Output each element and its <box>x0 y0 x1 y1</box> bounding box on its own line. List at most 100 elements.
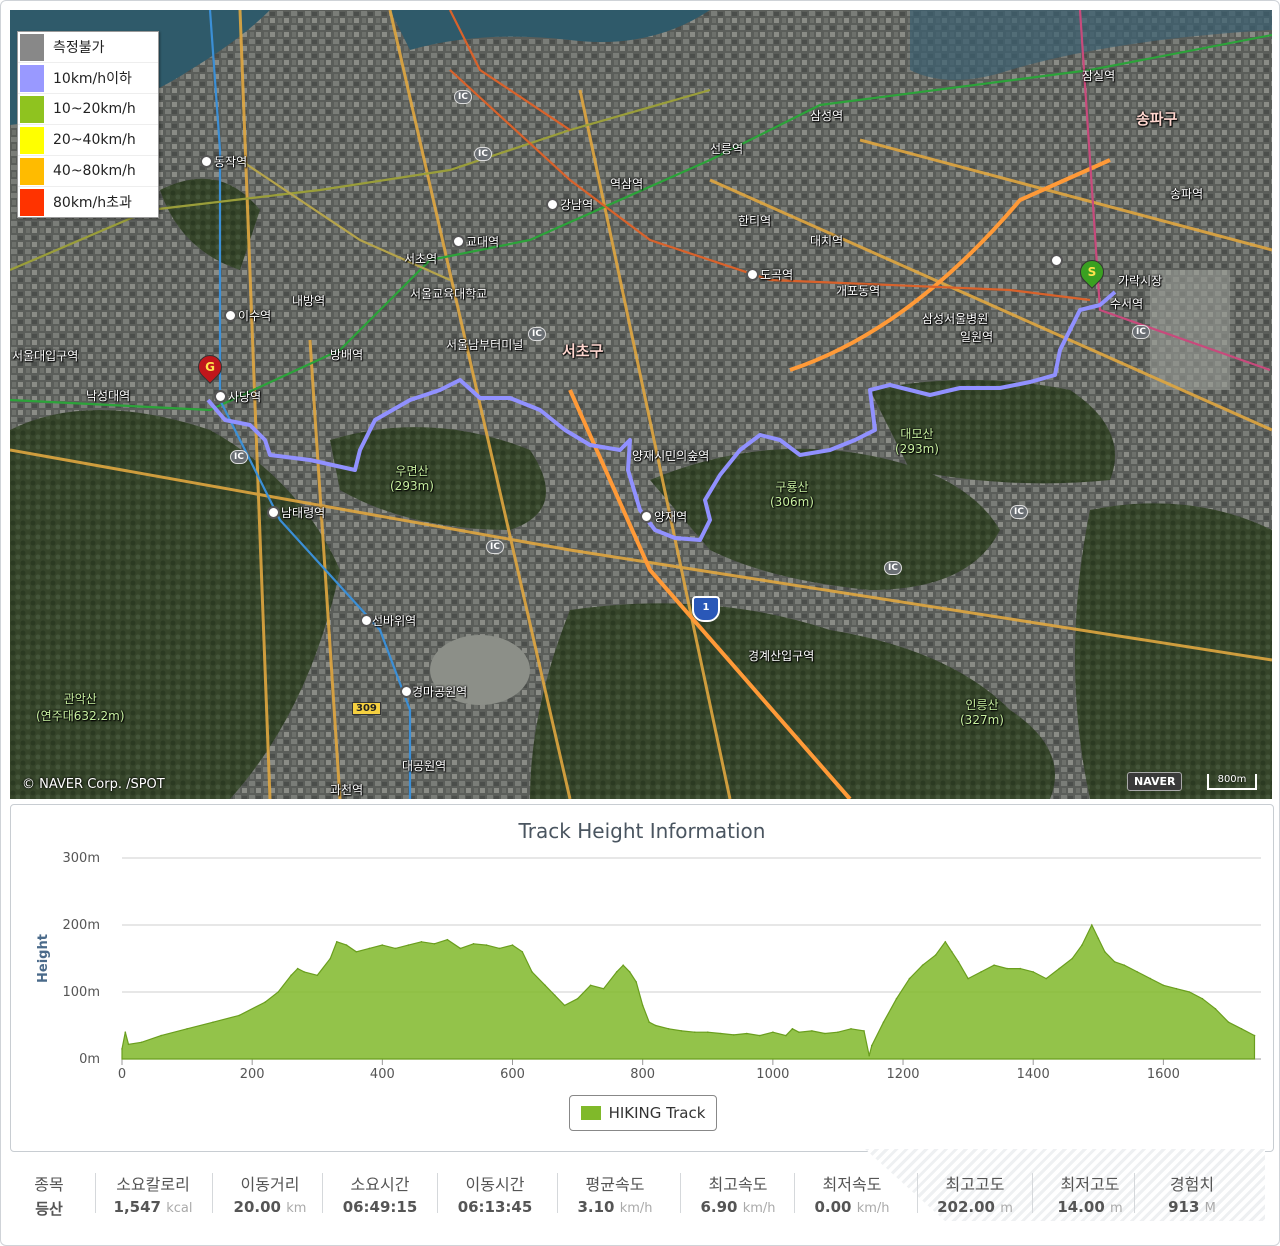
place-label: 경마공원역 <box>412 685 468 699</box>
stat-divider <box>437 1173 438 1213</box>
x-tick-label: 200 <box>240 1067 265 1082</box>
stat-unit: M <box>1204 1201 1216 1216</box>
district-label: 송파구 <box>1136 110 1178 128</box>
x-tick-label: 600 <box>500 1067 525 1082</box>
legend-label: 10~20km/h <box>53 101 136 117</box>
legend-label: 측정불가 <box>53 40 105 56</box>
mountain-label: 대모산 (293m) <box>895 427 939 456</box>
place-label: 잠실역 <box>1082 69 1116 83</box>
elevation-point <box>791 1028 794 1030</box>
elevation-point <box>1032 971 1034 973</box>
elevation-point <box>544 984 546 987</box>
ic-badge: IC <box>454 90 472 104</box>
elevation-point <box>798 1031 800 1033</box>
route-309-badge: 309 <box>352 702 381 715</box>
legend-swatch <box>20 188 44 216</box>
place-label: 대치역 <box>810 234 844 248</box>
station-dot <box>746 268 759 281</box>
stat-value: 등산 <box>35 1200 63 1218</box>
x-tick-label: 400 <box>370 1067 395 1082</box>
elevation-point <box>433 943 436 945</box>
elevation-point <box>1019 967 1021 970</box>
stat-value: 202.00 <box>937 1198 995 1216</box>
place-label: 양재역 <box>654 510 688 524</box>
stat-item: 경험치 913 M <box>1132 1171 1252 1216</box>
stat-value-row: 06:13:45 <box>435 1198 555 1216</box>
stat-unit: km/h <box>742 1201 776 1216</box>
stat-item: 최저고도 14.00 m <box>1030 1171 1150 1216</box>
elevation-point <box>667 1028 670 1030</box>
elevation-point <box>521 951 524 953</box>
stat-unit: m <box>1110 1201 1123 1216</box>
elevation-point <box>345 944 348 946</box>
elevation-point <box>212 1021 214 1023</box>
stat-item: 최고속도 6.90 km/h <box>678 1171 798 1216</box>
elevation-point <box>951 951 953 953</box>
elevation-point <box>1162 984 1165 987</box>
elevation-point <box>1175 987 1178 990</box>
elevation-point <box>407 944 410 946</box>
place-label: 동작역 <box>214 155 248 169</box>
y-tick-label: 300m <box>63 851 100 866</box>
stat-value-row: 등산 <box>1 1198 109 1219</box>
chart-legend-toggle[interactable]: HIKING Track <box>569 1095 717 1131</box>
elevation-point <box>746 1032 748 1035</box>
elevation-point <box>472 943 475 945</box>
legend-row: 10km/h이하 <box>18 63 158 94</box>
place-label: 교대역 <box>466 235 500 249</box>
elevation-point <box>759 1034 761 1037</box>
place-label: 강남역 <box>560 198 594 212</box>
elevation-point <box>707 1031 709 1033</box>
place-label: 수서역 <box>1110 297 1144 311</box>
naver-logo[interactable]: NAVER <box>1127 772 1183 791</box>
elevation-point <box>511 944 514 946</box>
stat-divider <box>917 1173 918 1213</box>
stats-bar: 종목 등산 소요칼로리 1,547 kcal 이동거리 20.00 km 소요시간 06:4… <box>10 1149 1272 1229</box>
stat-divider <box>212 1173 213 1213</box>
route-map[interactable]: 동작역 이수역 사당역 서초역 교대역 강남역 서울교육대학교 내방역 방배역 … <box>10 10 1272 799</box>
place-label: 한티역 <box>738 214 772 228</box>
ic-badge: IC <box>230 450 248 464</box>
legend-label: 40~80km/h <box>53 163 136 179</box>
elevation-point <box>1201 997 1204 1000</box>
elevation-point <box>868 1054 870 1057</box>
elevation-point <box>850 1028 852 1030</box>
elevation-point <box>238 1014 240 1017</box>
elevation-point <box>563 1004 566 1007</box>
stat-label: 경험치 <box>1169 1175 1215 1194</box>
legend-label: 10km/h이하 <box>53 71 132 87</box>
y-axis-label: Height <box>36 934 51 983</box>
elevation-point <box>121 1048 123 1050</box>
stat-value-row: 20.00 km <box>210 1198 330 1216</box>
place-label: 삼성역 <box>810 109 844 123</box>
station-dot <box>640 510 653 523</box>
stat-unit: kcal <box>166 1201 193 1216</box>
elevation-point <box>1240 1028 1243 1030</box>
stat-divider <box>680 1173 681 1213</box>
stat-divider <box>1032 1173 1033 1213</box>
station-dot <box>200 155 213 168</box>
elevation-point <box>863 1030 865 1032</box>
legend-row: 20~40km/h <box>18 125 158 156</box>
elevation-point <box>980 971 982 973</box>
elevation-point <box>1136 971 1139 973</box>
elevation-point <box>622 964 624 966</box>
stat-unit: m <box>1000 1201 1013 1216</box>
stat-value: 06:49:15 <box>342 1198 418 1216</box>
legend-label: HIKING Track <box>608 1104 706 1122</box>
elevation-chart-panel: Track Height Information 0m 100m 200m 300m 0… <box>10 804 1274 1152</box>
ic-badge: IC <box>1010 505 1028 519</box>
stat-value-row: 14.00 m <box>1030 1198 1150 1216</box>
stat-divider <box>794 1173 795 1213</box>
elevation-point <box>837 1031 839 1033</box>
x-tick-label: 1200 <box>886 1067 919 1082</box>
elevation-point <box>485 944 488 946</box>
stat-unit: km/h <box>619 1201 653 1216</box>
stat-divider <box>322 1173 323 1213</box>
elevation-point <box>531 971 533 973</box>
stat-value-row: 1,547 kcal <box>93 1198 213 1216</box>
stat-value: 20.00 <box>233 1198 281 1216</box>
stat-unit: km <box>286 1201 307 1216</box>
speed-legend: 측정불가 10km/h이하 10~20km/h 20~40km/h 40~80km/h 8… <box>17 31 159 218</box>
